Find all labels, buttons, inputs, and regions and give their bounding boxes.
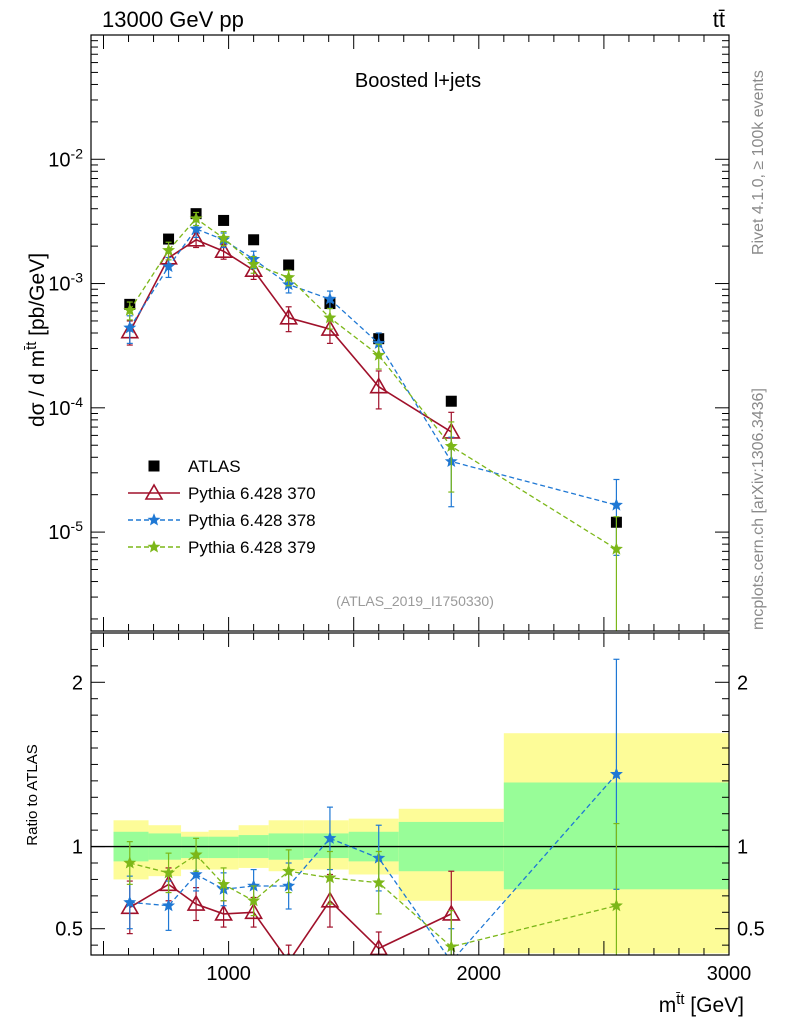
ratio-axes: 1000 2000 3000 0.5 0.5 1 1 2 2 — [55, 633, 765, 985]
pythia-6-428-379-ratio-point — [217, 877, 231, 890]
ratio-y-axis-label: Ratio to ATLAS — [24, 744, 41, 845]
rivet-version-label: Rivet 4.1.0, ≥ 100k events — [750, 70, 767, 255]
pythia-6-428-378-ratio-point — [451, 954, 452, 955]
pythia-6-428-379-point — [123, 303, 137, 316]
pythia-6-428-370-ratio-point — [320, 891, 340, 908]
x-tick-label: 3000 — [707, 963, 752, 985]
ratio-y-tick-label: 1 — [72, 837, 83, 859]
pythia-6-428-370-point — [244, 260, 264, 278]
pythia-6-428-378-legend-label: Pythia 6.428 378 — [188, 511, 316, 530]
pythia-6-428-378-ratio-point — [323, 831, 337, 844]
uncertainty-band-stat — [208, 836, 239, 859]
ratio-y-tick-label-right: 1 — [737, 837, 748, 859]
chart-title: Boosted l+jets — [355, 70, 481, 92]
source-label: mcplots.cern.ch [arXiv:1306.3436] — [750, 388, 767, 630]
pythia-6-428-379-point — [162, 243, 176, 256]
analysis-watermark: (ATLAS_2019_I1750330) — [336, 593, 494, 609]
pythia-6-428-379-ratio-point — [282, 864, 296, 877]
atlas-point — [283, 259, 295, 271]
pythia-6-428-379-point — [444, 439, 458, 452]
pythia-6-428-378-ratio-line — [129, 773, 617, 955]
main-panel: 10-5 10-4 10-3 10-2 Boosted l+jets (ATLAS_2… — [24, 34, 730, 632]
pythia-6-428-370-ratio-point — [214, 904, 233, 921]
pythia-6-428-379-legend-label: Pythia 6.428 379 — [188, 538, 316, 557]
pythia-6-428-379-ratio-point — [189, 847, 203, 861]
pythia-6-428-379-ratio-point — [609, 898, 623, 912]
y-tick-label: 10-2 — [48, 145, 83, 171]
pythia-6-428-370-point — [279, 308, 299, 325]
pythia-6-428-370-ratio-point — [244, 902, 264, 920]
pythia-6-428-370-ratio-point — [186, 894, 206, 911]
x-axis-label: mt̄t [GeV] — [659, 992, 744, 1017]
y-tick-label: 10-5 — [48, 518, 83, 544]
pythia-6-428-378-point — [323, 292, 337, 305]
pythia-6-428-370-point — [369, 377, 389, 394]
pythia-6-428-379-point — [609, 542, 623, 555]
pythia-6-428-379-ratio-point — [247, 893, 261, 907]
ratio-panel: 1000 2000 3000 0.5 0.5 1 1 2 2 Ratio to ATLAS mt… — [24, 632, 765, 1017]
pythia-6-428-379-legend-marker — [147, 540, 161, 553]
pythia-6-428-379-point — [189, 211, 203, 225]
process-label: tt̄ — [713, 7, 725, 32]
atlas-point — [445, 395, 457, 407]
ratio-y-tick-label: 0.5 — [55, 919, 83, 941]
pythia-6-428-379-point — [217, 231, 231, 244]
atlas-point — [218, 214, 230, 226]
pythia-6-428-379-ratio-point — [162, 866, 176, 879]
pythia-6-428-379-ratio-point — [123, 856, 137, 869]
pythia-6-428-370-point — [186, 230, 206, 247]
pythia-6-428-378-ratio-point — [609, 767, 623, 780]
pythia-6-428-370-legend-label: Pythia 6.428 370 — [188, 484, 316, 503]
atlas-point — [163, 233, 175, 245]
main-axes: 10-5 10-4 10-3 10-2 — [48, 34, 730, 631]
pythia-6-428-379-line — [129, 217, 617, 550]
energy-label: 13000 GeV pp — [102, 7, 244, 32]
pythia-6-428-379-point — [372, 348, 386, 361]
y-tick-label: 10-4 — [48, 394, 83, 420]
pythia-6-428-378-ratio-point — [162, 898, 176, 912]
pythia-6-428-378-point — [609, 498, 623, 511]
pythia-6-428-370-point — [320, 319, 340, 336]
pythia-6-428-370-legend-marker — [144, 483, 164, 500]
pythia-6-428-379-ratio-point — [372, 875, 386, 889]
ratio-plot-area — [91, 658, 729, 955]
pythia-6-428-378-point — [189, 222, 203, 235]
y-tick-label: 10-3 — [48, 270, 83, 296]
y-axis-label: dσ / d mt̄t [pb/GeV] — [24, 253, 49, 427]
ratio-y-tick-label: 2 — [72, 672, 83, 694]
pythia-6-428-379-point — [323, 310, 337, 324]
ratio-frame — [90, 632, 730, 956]
pythia-6-428-379-ratio-line — [129, 853, 617, 948]
main-plot-area — [120, 208, 623, 631]
pythia-6-428-378-point — [123, 321, 137, 334]
atlas-point — [248, 234, 260, 246]
x-tick-label: 2000 — [457, 963, 502, 985]
x-tick-label: 1000 — [206, 963, 251, 985]
pythia-6-428-379-ratio-point — [323, 870, 337, 884]
pythia-6-428-378-ratio-point — [123, 895, 137, 908]
main-frame — [90, 34, 730, 632]
pythia-6-428-379-ratio-point — [444, 939, 458, 953]
ratio-y-tick-label-right: 2 — [737, 672, 748, 694]
legend: ATLAS Pythia 6.428 370 Pythia 6.428 378 Pyt… — [128, 457, 316, 557]
pythia-6-428-370-point — [214, 241, 233, 259]
atlas-legend-marker — [148, 460, 160, 472]
atlas-legend-label: ATLAS — [188, 457, 241, 476]
ratio-y-tick-label-right: 0.5 — [737, 919, 765, 941]
pythia-6-428-378-ratio-point — [189, 867, 203, 881]
pythia-6-428-379-point — [247, 257, 261, 270]
pythia-6-428-370-ratio-point — [286, 951, 291, 955]
pythia-6-428-378-point — [162, 259, 176, 273]
pythia-6-428-378-legend-marker — [147, 513, 161, 526]
pythia-6-428-379-point — [282, 270, 296, 283]
